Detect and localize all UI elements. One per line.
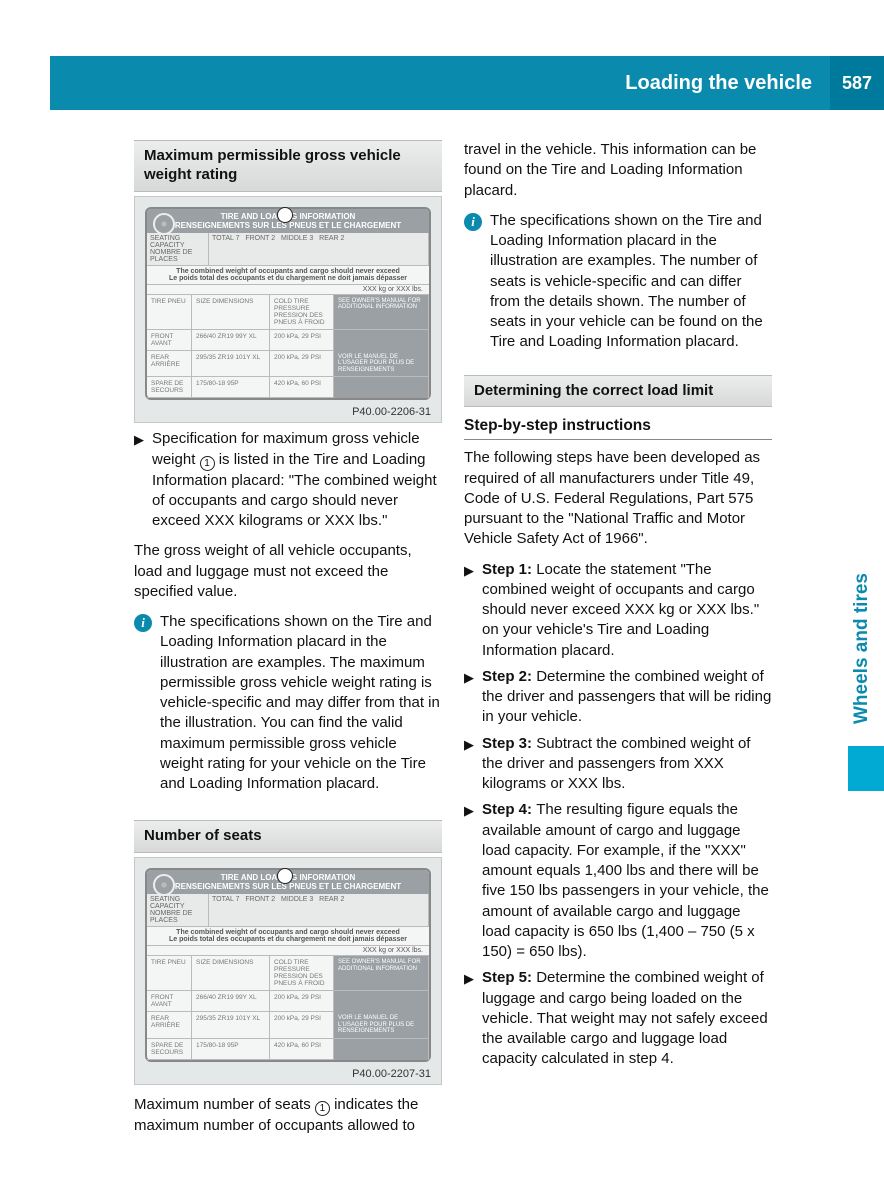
triangle-bullet-icon: ▶	[464, 667, 474, 728]
triangle-bullet-icon: ▶	[464, 560, 474, 661]
placard-code: P40.00-2206-31	[145, 400, 431, 418]
para-continuation: travel in the vehicle. This information …	[464, 140, 772, 201]
step-label: Step 3:	[482, 735, 536, 752]
step-item: ▶Step 5: Determine the combined weight o…	[464, 968, 772, 1069]
para-max-seats: Maximum number of seats 1 indicates the …	[134, 1095, 442, 1136]
side-tab-block	[848, 746, 884, 791]
step-label: Step 2:	[482, 668, 536, 685]
header-title: Loading the vehicle	[625, 72, 812, 95]
bullet-gvwr-spec: ▶ Specification for maximum gross vehicl…	[134, 429, 442, 531]
section-head-gvwr: Maximum permissible gross vehicle weight…	[134, 140, 442, 192]
step-label: Step 1:	[482, 561, 536, 578]
step-item: ▶Step 3: Subtract the combined weight of…	[464, 734, 772, 795]
steps-list: ▶Step 1: Locate the statement "The combi…	[464, 560, 772, 1070]
step-item: ▶Step 1: Locate the statement "The combi…	[464, 560, 772, 661]
side-tab-label: Wheels and tires	[844, 566, 880, 732]
callout-1: 1	[277, 207, 293, 223]
inline-ref-1: 1	[200, 456, 215, 471]
sub-head-steps: Step-by-step instructions	[464, 417, 772, 440]
right-column: travel in the vehicle. This information …	[464, 140, 772, 1146]
info-gvwr: i The specifications shown on the Tire a…	[134, 612, 442, 794]
step-item: ▶ Step 4: The resulting figure equals the…	[464, 800, 772, 962]
page-number: 587	[830, 56, 884, 110]
placard-seats: 1 TIRE AND LOADING INFORMATION RENSEIGNE…	[134, 857, 442, 1085]
info-seats: i The specifications shown on the Tire a…	[464, 211, 772, 353]
wheel-icon	[153, 213, 175, 235]
placard-code: P40.00-2207-31	[145, 1062, 431, 1080]
para-intro-steps: The following steps have been developed …	[464, 448, 772, 549]
wheel-icon	[153, 874, 175, 896]
left-column: Maximum permissible gross vehicle weight…	[134, 140, 442, 1146]
placard-gvwr: 1 TIRE AND LOADING INFORMATION RENSEIGNE…	[134, 196, 442, 424]
triangle-bullet-icon: ▶	[464, 734, 474, 795]
step-label: Step 5:	[482, 969, 536, 986]
triangle-bullet-icon: ▶	[464, 968, 474, 1069]
info-icon: i	[464, 213, 482, 231]
triangle-bullet-icon: ▶	[464, 800, 474, 962]
side-tab: Wheels and tires	[848, 566, 884, 796]
step-text: The resulting figure equals the availabl…	[482, 801, 769, 960]
info-icon: i	[134, 614, 152, 632]
para-gross-weight: The gross weight of all vehicle occupant…	[134, 541, 442, 602]
callout-1: 1	[277, 868, 293, 884]
inline-ref-1: 1	[315, 1101, 330, 1116]
triangle-bullet-icon: ▶	[134, 429, 144, 531]
step-item: ▶Step 2: Determine the combined weight o…	[464, 667, 772, 728]
header-bar: Loading the vehicle 587	[50, 56, 884, 110]
section-head-seats: Number of seats	[134, 820, 442, 853]
step-label: Step 4:	[482, 801, 536, 818]
section-head-load-limit: Determining the correct load limit	[464, 375, 772, 408]
content-area: Maximum permissible gross vehicle weight…	[134, 140, 774, 1146]
